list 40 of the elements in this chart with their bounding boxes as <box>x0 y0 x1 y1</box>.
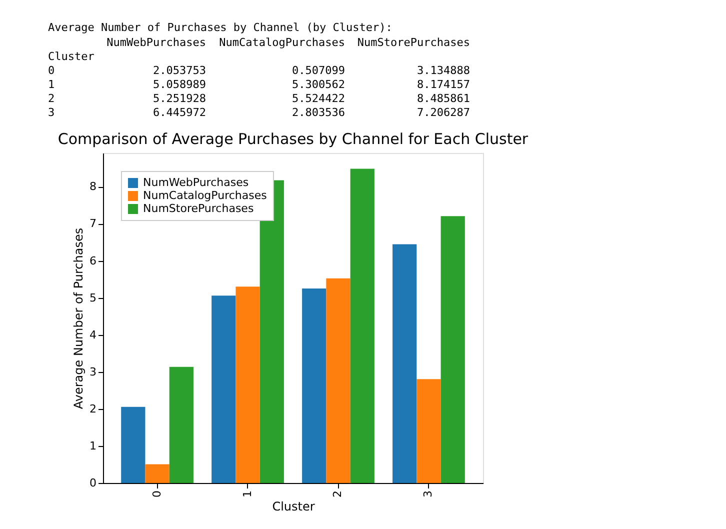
x-tick-label: 3 <box>422 490 435 498</box>
text: NumStorePurchases <box>357 36 470 49</box>
legend-label: NumWebPurchases <box>143 176 249 189</box>
text: 8.174157 <box>417 78 470 91</box>
text: NumCatalogPurchases <box>219 36 345 49</box>
y-axis-title: Average Number of Purchases <box>72 228 86 410</box>
text: 0.507099 <box>292 64 345 77</box>
text: 5.300562 <box>292 78 345 91</box>
legend-label: NumStorePurchases <box>143 202 254 215</box>
category-label: 0 <box>48 64 55 77</box>
y-tick-label: 7 <box>90 217 96 230</box>
text: 5.524422 <box>292 92 345 105</box>
x-tick-label: 1 <box>240 490 254 498</box>
legend-label: NumCatalogPurchases <box>143 189 268 202</box>
text: 5.251928 <box>153 92 206 105</box>
y-tick-label: 1 <box>90 439 96 452</box>
text: 6.445972 <box>153 106 206 119</box>
x-tick-label: 2 <box>331 490 344 498</box>
y-tick-label: 4 <box>90 328 96 342</box>
y-tick-label: 0 <box>90 476 96 490</box>
text: Cluster <box>48 50 94 63</box>
x-axis-title: Cluster <box>272 500 315 514</box>
text: Average Number of Purchases by Channel (by Cluster): <box>48 21 392 34</box>
x-tick-label: 0 <box>150 490 164 498</box>
text: 8.485861 <box>417 92 470 105</box>
category-label: 1 <box>48 78 55 91</box>
y-tick-label: 5 <box>90 291 96 304</box>
text: 7.206287 <box>417 106 470 119</box>
text: 2.803536 <box>292 106 345 119</box>
text: 5.058989 <box>153 78 206 91</box>
y-tick-label: 8 <box>90 180 96 194</box>
y-tick-label: 3 <box>90 365 96 378</box>
category-label: 2 <box>48 92 55 105</box>
text: NumWebPurchases <box>106 36 206 49</box>
y-tick-label: 2 <box>90 402 96 416</box>
text: 2.053753 <box>153 64 206 77</box>
y-tick-label: 6 <box>90 254 96 268</box>
chart-title: Comparison of Average Purchases by Channel for Each Cluster <box>58 130 529 148</box>
category-label: 3 <box>48 106 55 119</box>
text: 3.134888 <box>417 64 470 77</box>
